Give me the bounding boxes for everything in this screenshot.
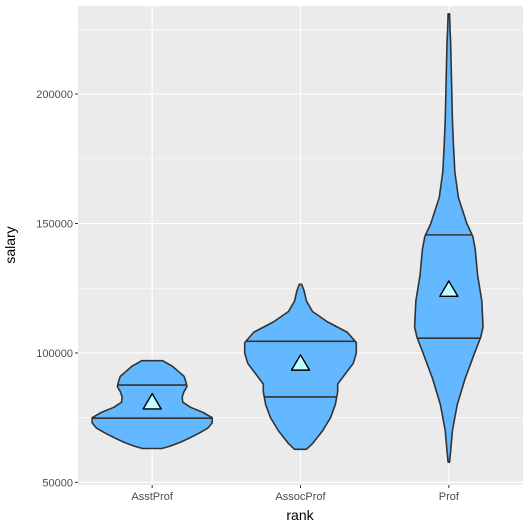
x-tick-label: AsstProf — [131, 491, 174, 503]
y-tick-label: 50000 — [42, 477, 73, 489]
y-axis-title: salary — [2, 226, 18, 263]
x-tick-label: Prof — [439, 491, 460, 503]
y-tick-label: 200000 — [36, 89, 73, 101]
y-axis: 50000 100000 150000 200000 — [36, 89, 78, 489]
y-tick-label: 150000 — [36, 218, 73, 230]
x-tick-label: AssocProf — [275, 491, 326, 503]
x-axis-title: rank — [286, 507, 314, 523]
mean-marker-AsstProf — [142, 392, 162, 410]
mean-marker-AssocProf — [290, 354, 311, 371]
violin-Prof — [413, 12, 484, 464]
x-axis: AsstProf AssocProf Prof — [131, 485, 460, 503]
violins — [91, 12, 484, 464]
mean-marker-Prof — [439, 280, 459, 298]
y-tick-label: 100000 — [36, 348, 73, 360]
